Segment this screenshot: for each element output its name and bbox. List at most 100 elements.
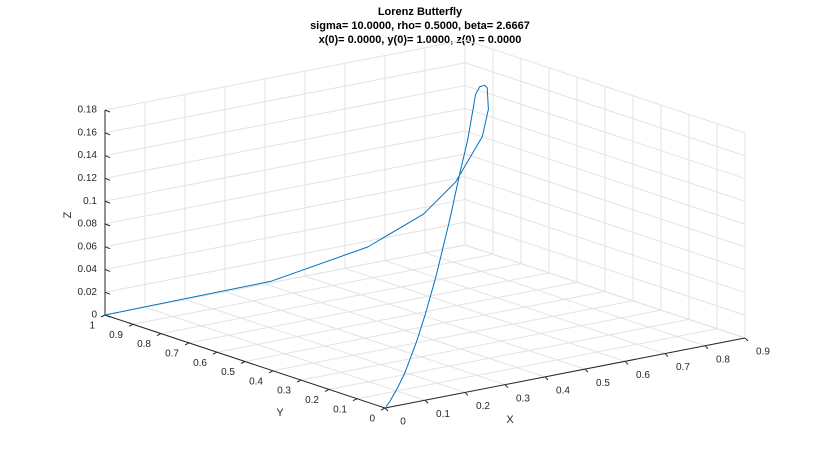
grid-line: [104, 107, 466, 179]
z-tick: [104, 155, 111, 159]
grid-line: [328, 318, 690, 390]
x-tick-label: 0.6: [636, 370, 650, 381]
z-tick-label: 0.02: [78, 287, 98, 298]
y-tick-label: 0.8: [137, 339, 151, 350]
x-tick: [584, 368, 589, 373]
grid-line: [216, 281, 578, 353]
grid-line: [104, 62, 466, 134]
chart-title: Lorenz Butterfly: [378, 6, 463, 18]
grid-line: [464, 107, 746, 202]
x-tick: [624, 360, 629, 365]
grid-line: [188, 272, 550, 344]
y-tick-label: 0.2: [305, 395, 319, 406]
grid-line: [104, 153, 466, 225]
y-tick-label: 0.1: [333, 404, 347, 415]
grid-line: [104, 198, 466, 270]
z-tick-label: 0.12: [78, 173, 98, 184]
trajectory-line: [104, 84, 489, 407]
y-axis: [104, 314, 386, 409]
grid-line: [356, 328, 718, 400]
chart-subtitle: x(0)= 0.0000, y(0)= 1.0000, z(0) = 0.000…: [319, 34, 522, 46]
x-tick: [464, 392, 469, 396]
grid-line: [104, 176, 466, 248]
z-tick: [104, 268, 111, 272]
z-tick: [104, 132, 111, 136]
grid-line: [132, 253, 494, 325]
grid-line: [104, 221, 466, 293]
x-tick: [384, 407, 389, 412]
z-tick-label: 0.18: [78, 105, 98, 116]
y-tick-label: 0.6: [193, 358, 207, 369]
x-tick: [424, 399, 429, 404]
y-tick: [156, 333, 162, 337]
y-tick: [296, 379, 302, 383]
x-tick-label: 0.7: [676, 362, 690, 373]
grid-line: [464, 85, 746, 180]
x-axis: [384, 337, 746, 409]
y-tick: [352, 398, 358, 402]
grid-line: [464, 39, 746, 134]
z-tick-label: 0.06: [78, 241, 98, 252]
y-tick-label: 0: [369, 414, 375, 425]
grid-line: [104, 85, 466, 157]
x-tick-label: 0.3: [516, 393, 530, 404]
y-tick-label: 0.9: [109, 330, 123, 341]
z-tick: [104, 291, 111, 295]
z-tick-label: 0: [91, 310, 97, 321]
y-tick: [268, 370, 274, 374]
y-tick: [100, 314, 106, 318]
chart-subtitle: sigma= 10.0000, rho= 0.5000, beta= 2.666…: [310, 20, 530, 32]
grid-line: [464, 62, 746, 157]
grid-line: [464, 130, 746, 225]
x-axis-label: X: [506, 414, 514, 426]
y-tick-label: 0.7: [165, 349, 179, 360]
x-tick: [744, 337, 749, 342]
z-tick-label: 0.04: [78, 264, 98, 275]
x-tick: [504, 384, 509, 389]
x-tick: [664, 353, 669, 357]
grid-line: [464, 153, 746, 248]
y-tick-label: 1: [89, 321, 95, 332]
x-tick-label: 0.1: [436, 409, 450, 420]
z-tick: [104, 200, 111, 204]
z-tick: [104, 177, 111, 181]
grid-line: [464, 221, 746, 316]
z-tick-label: 0.16: [78, 127, 98, 138]
grid-line: [104, 39, 466, 111]
grid-line: [160, 263, 522, 335]
grid-line: [464, 244, 746, 339]
grid-line: [464, 198, 746, 293]
grid-line: [104, 244, 466, 316]
y-tick: [324, 388, 330, 392]
x-tick-label: 0.5: [596, 378, 610, 389]
y-tick: [128, 323, 134, 327]
x-tick-label: 0: [400, 417, 406, 428]
z-tick: [104, 223, 111, 227]
grid-line: [244, 291, 606, 362]
x-tick-label: 0.8: [716, 354, 730, 365]
y-tick: [184, 342, 190, 346]
x-tick-label: 0.9: [756, 347, 770, 358]
z-tick: [104, 246, 111, 250]
z-axis-label: Z: [62, 211, 74, 218]
y-tick-label: 0.5: [221, 367, 235, 378]
x-tick: [704, 345, 709, 350]
y-tick-label: 0.4: [249, 376, 263, 387]
y-tick: [212, 351, 218, 355]
y-tick-label: 0.3: [277, 386, 291, 397]
z-tick: [104, 109, 111, 113]
grid-line: [272, 300, 634, 372]
x-tick-label: 0.4: [556, 386, 570, 397]
y-axis-label: Y: [276, 407, 284, 419]
x-tick-label: 0.2: [476, 401, 490, 412]
z-tick-label: 0.14: [78, 150, 98, 161]
grid-line: [104, 130, 466, 202]
x-tick: [544, 376, 549, 381]
z-tick-label: 0.1: [83, 196, 97, 207]
grid-line: [300, 309, 662, 381]
z-tick-label: 0.08: [78, 219, 98, 230]
y-tick: [240, 361, 246, 364]
y-tick: [380, 407, 386, 411]
grid-line: [464, 176, 746, 271]
